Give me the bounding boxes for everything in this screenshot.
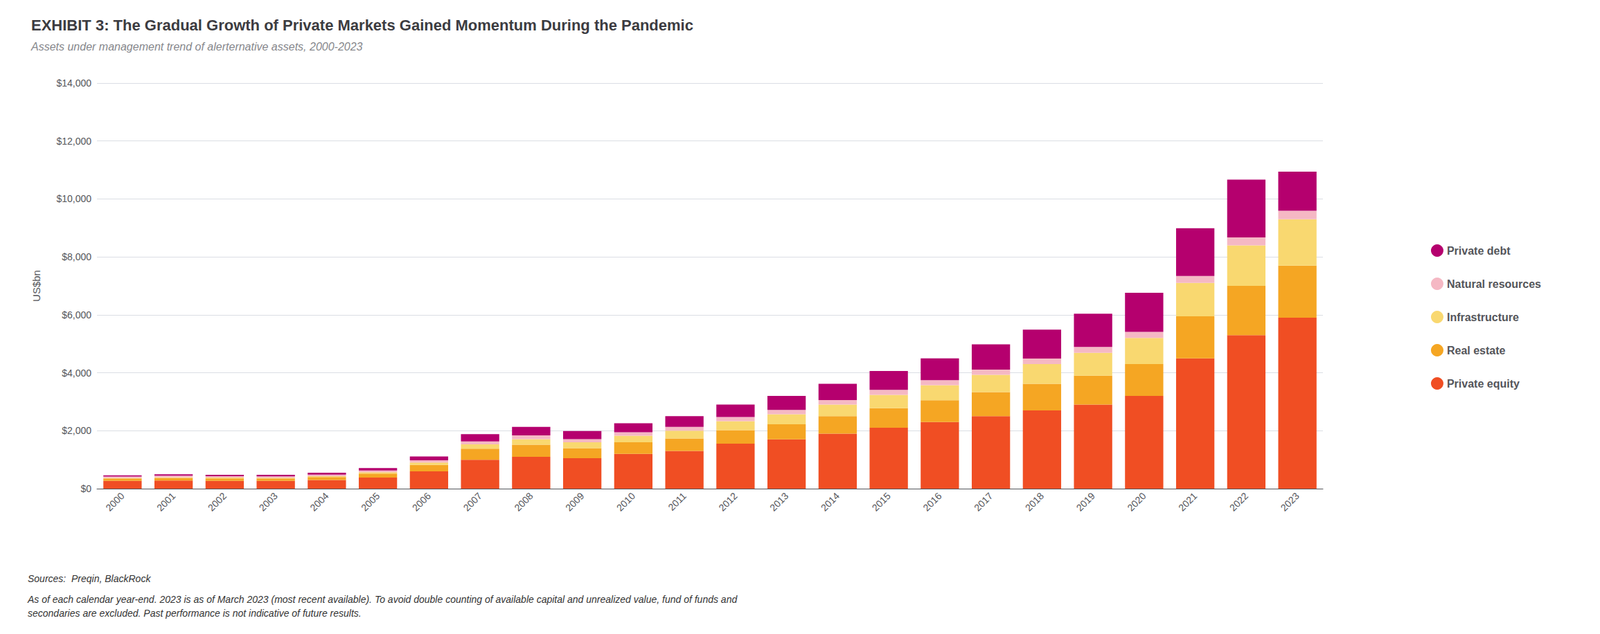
svg-text:2017: 2017 [971,490,995,514]
svg-text:$0: $0 [80,483,92,495]
svg-text:US$bn: US$bn [30,270,43,302]
svg-text:2001: 2001 [154,490,178,514]
svg-text:2015: 2015 [869,490,893,514]
svg-text:2022: 2022 [1227,490,1251,514]
svg-text:Assets under management trend: Assets under management trend of alerter… [30,40,363,53]
svg-text:2002: 2002 [205,490,229,514]
svg-text:2005: 2005 [358,490,382,514]
svg-text:Private debt: Private debt [1446,245,1511,257]
svg-text:2023: 2023 [1277,490,1301,514]
svg-text:Private equity: Private equity [1446,378,1520,390]
svg-text:Sources: Preqin, BlackRock: Sources: Preqin, BlackRock [27,573,151,585]
svg-text:2014: 2014 [818,490,842,514]
svg-text:$10,000: $10,000 [56,193,92,205]
svg-text:2018: 2018 [1023,490,1046,514]
svg-text:2007: 2007 [460,490,484,514]
svg-text:2019: 2019 [1073,490,1097,514]
svg-text:Infrastructure: Infrastructure [1446,311,1519,324]
svg-text:$8,000: $8,000 [61,251,92,263]
svg-text:2011: 2011 [665,490,689,514]
svg-text:2003: 2003 [256,490,280,514]
svg-text:EXHIBIT 3: The Gradual Growth: EXHIBIT 3: The Gradual Growth of Private… [31,16,694,34]
svg-text:2021: 2021 [1176,490,1199,514]
svg-text:2000: 2000 [103,490,127,514]
svg-text:$4,000: $4,000 [61,367,92,379]
svg-text:2006: 2006 [410,490,433,514]
svg-text:$14,000: $14,000 [56,77,92,89]
svg-text:$12,000: $12,000 [56,135,92,147]
svg-text:secondaries are excluded. Past: secondaries are excluded. Past performan… [27,608,362,620]
svg-text:2008: 2008 [511,490,535,514]
svg-text:2012: 2012 [716,490,740,514]
svg-text:As of each calendar year-end.: As of each calendar year-end. 2023 is as… [27,594,738,606]
svg-text:2004: 2004 [307,490,331,514]
svg-text:2020: 2020 [1124,490,1148,514]
svg-text:2009: 2009 [563,490,586,514]
svg-text:2016: 2016 [920,490,944,514]
svg-text:2013: 2013 [767,490,791,514]
svg-text:$6,000: $6,000 [61,309,92,321]
svg-text:2010: 2010 [614,490,638,514]
svg-text:Real estate: Real estate [1446,344,1506,357]
svg-text:$2,000: $2,000 [61,425,92,437]
svg-text:Natural resources: Natural resources [1446,278,1542,291]
